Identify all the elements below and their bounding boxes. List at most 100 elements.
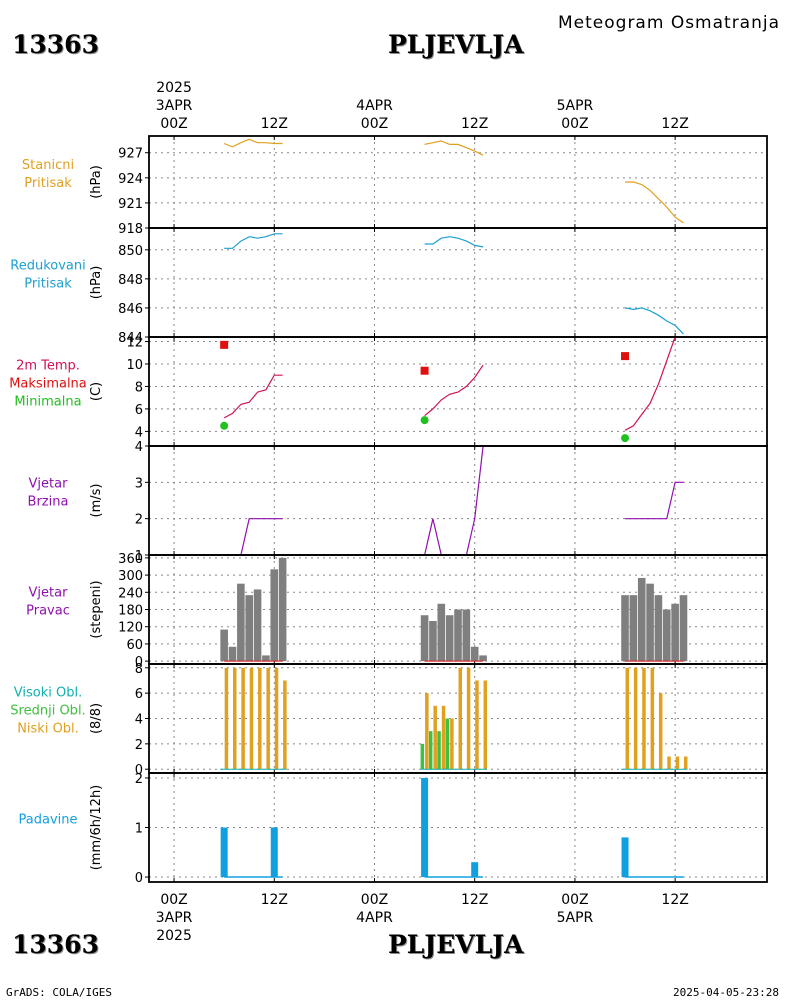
bar-low: [675, 756, 680, 770]
bar-low: [650, 667, 655, 770]
bar: [445, 615, 454, 662]
meteogram-title: Meteogram Osmatranja: [558, 13, 781, 33]
bar: [262, 655, 270, 662]
bar-mid: [420, 743, 425, 770]
bar-low: [658, 693, 663, 770]
y-tick-label: 2: [135, 513, 143, 528]
bar-low: [249, 667, 254, 770]
y-tick-label: 360: [118, 552, 143, 567]
y-tick-label: 0: [135, 763, 143, 778]
y-tick-label: 927: [118, 147, 143, 162]
bar-low: [625, 667, 630, 770]
series-line: [224, 233, 283, 249]
panel-label: Padavine: [19, 813, 78, 828]
bar-mid: [437, 731, 441, 770]
panel-label: 2m Temp.: [16, 359, 80, 374]
y-tick-label: 1: [135, 549, 143, 564]
panel-label: Vjetar: [29, 477, 69, 492]
bar-low: [633, 667, 638, 770]
bar: [654, 595, 663, 662]
panel-label: Redukovani: [10, 259, 85, 274]
bar: [437, 603, 446, 662]
bar-low: [425, 693, 429, 770]
bar-low: [642, 667, 646, 770]
top-hour-label: 00Z: [361, 116, 388, 132]
panel-1: 844 846 848 850 Redukovani Pritisak (hPa): [10, 227, 768, 346]
top-day-label: 3APR: [156, 98, 193, 114]
top-hour-label: 00Z: [160, 116, 187, 132]
panel-5: 0 2 4 6 8 Visoki Obl. Srednji Obl. Niski Obl. (8…: [10, 662, 768, 778]
y-tick-label: 6: [135, 687, 143, 702]
min-marker: [220, 421, 229, 430]
bar-low: [441, 705, 446, 770]
bar: [270, 569, 279, 662]
panel-label: Vjetar: [29, 586, 69, 601]
y-tick-label: 6: [135, 403, 143, 418]
y-tick-label: 850: [118, 244, 143, 259]
footer-station-name: PLJEVLJA: [388, 930, 524, 959]
top-year-label: 2025: [156, 80, 192, 96]
bar: [629, 595, 638, 662]
min-marker: [420, 416, 429, 425]
bottom-hour-label: 00Z: [561, 892, 588, 908]
y-axis-label: (mm/6h/12h): [89, 785, 104, 871]
bottom-year-label: 2025: [156, 928, 192, 944]
plot-area: [220, 557, 688, 662]
bar-mid: [445, 718, 450, 770]
bar-low: [450, 718, 454, 770]
top-day-label: 4APR: [356, 98, 393, 114]
bottom-hour-label: 12Z: [261, 892, 288, 908]
credit-label: GrADS: COLA/IGES: [6, 986, 112, 999]
max-marker: [220, 340, 229, 349]
y-tick-label: 3: [135, 476, 143, 491]
series-line: [624, 337, 684, 431]
series-line: [624, 307, 684, 335]
y-tick-label: 0: [135, 655, 143, 670]
bar: [679, 595, 688, 662]
bar-low: [233, 667, 237, 770]
panel-label: Niski Obl.: [17, 722, 79, 737]
bar: [220, 827, 228, 878]
bar: [671, 603, 679, 662]
y-tick-label: 60: [126, 638, 143, 653]
panel-label: Pravac: [26, 604, 70, 619]
bar-mid: [428, 731, 433, 770]
series-line: [424, 364, 484, 417]
y-axis-label: (C): [89, 382, 104, 401]
bar: [237, 583, 245, 662]
y-tick-label: 12: [126, 335, 143, 350]
timestamp-label: 2025-04-05-23:28: [673, 986, 779, 999]
y-tick-label: 8: [135, 662, 143, 677]
y-tick-label: 848: [118, 273, 143, 288]
panel-3: 1 2 3 4 Vjetar Brzina (m/s): [28, 440, 768, 564]
plot-area: [220, 777, 684, 878]
bar: [621, 837, 629, 878]
bar-low: [266, 667, 270, 770]
y-axis-label: (hPa): [89, 165, 104, 199]
bar-low: [283, 680, 287, 770]
series-line: [424, 236, 484, 248]
y-tick-label: 918: [118, 222, 143, 237]
bar-low: [224, 667, 229, 770]
bottom-hour-label: 12Z: [461, 892, 488, 908]
bar: [278, 557, 287, 662]
bar: [245, 595, 254, 662]
max-marker: [420, 366, 429, 375]
plot-area: [224, 233, 684, 335]
bottom-hour-label: 12Z: [661, 892, 688, 908]
panel-label: Brzina: [28, 495, 69, 510]
series-line: [223, 138, 283, 148]
y-tick-label: 0: [135, 871, 143, 886]
bottom-day-label: 5APR: [557, 910, 594, 926]
y-tick-label: 120: [118, 621, 143, 636]
bar: [462, 609, 471, 662]
bar: [220, 629, 228, 662]
panel-label: Pritisak: [24, 176, 72, 191]
bar-low: [683, 756, 688, 770]
panel-frame: [148, 135, 768, 229]
plot-area: [223, 138, 684, 224]
y-tick-label: 2: [135, 772, 143, 787]
bar-low: [483, 680, 488, 770]
bar-low: [433, 705, 437, 770]
